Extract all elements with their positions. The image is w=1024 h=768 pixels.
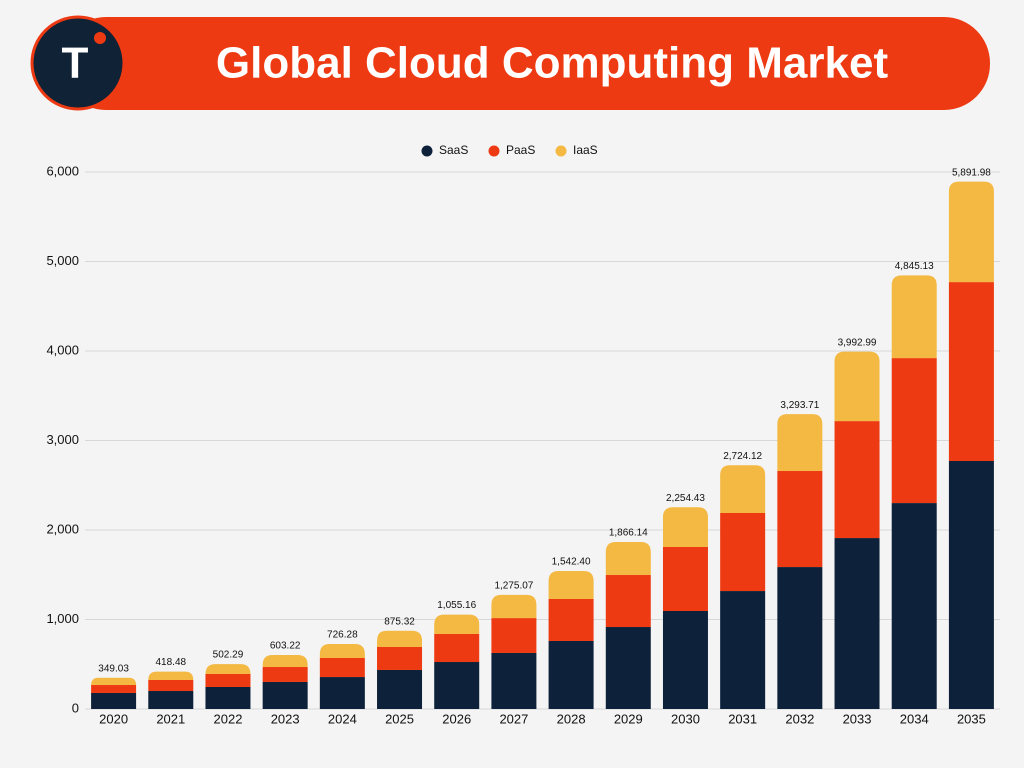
x-tick-label: 2028 — [557, 711, 586, 726]
bar-segment — [948, 181, 994, 283]
x-tick-label: 2029 — [614, 711, 643, 726]
total-label: 2,724.12 — [723, 451, 762, 462]
total-label: 875.32 — [384, 616, 415, 627]
bar-segment — [148, 680, 194, 692]
bar-segment — [948, 460, 994, 709]
bar-segment — [262, 655, 308, 668]
y-tick-label: 3,000 — [46, 432, 79, 447]
total-label: 4,845.13 — [895, 261, 934, 272]
legend-label: IaaS — [573, 143, 598, 157]
x-tick-label: 2022 — [214, 711, 243, 726]
bar-segment — [148, 691, 194, 709]
bar-segment — [548, 640, 594, 709]
logo-dot — [94, 32, 106, 44]
total-label: 726.28 — [327, 630, 358, 641]
legend-label: SaaS — [439, 143, 468, 157]
x-tick-label: 2033 — [843, 711, 872, 726]
total-label: 3,293.71 — [780, 400, 819, 411]
legend-swatch — [555, 145, 567, 157]
logo-text: T — [62, 39, 89, 88]
bar-segment — [262, 681, 308, 709]
x-tick-label: 2020 — [99, 711, 128, 726]
legend-label: PaaS — [506, 143, 535, 157]
bar-segment — [605, 627, 651, 709]
y-tick-label: 1,000 — [46, 611, 79, 626]
total-label: 2,254.43 — [666, 493, 705, 504]
total-label: 1,275.07 — [494, 581, 533, 592]
y-tick-label: 2,000 — [46, 521, 79, 536]
bar-segment — [377, 646, 423, 670]
bar-segment — [548, 570, 594, 600]
bar-segment — [434, 614, 480, 634]
bar-segment — [720, 591, 766, 709]
total-label: 3,992.99 — [838, 337, 877, 348]
bar-segment — [491, 594, 537, 619]
bar-segment — [662, 507, 708, 548]
header-bar — [60, 17, 990, 110]
x-tick-label: 2023 — [271, 711, 300, 726]
bar-segment — [319, 657, 365, 678]
bar-segment — [605, 575, 651, 628]
total-label: 603.22 — [270, 641, 301, 652]
bar-segment — [377, 630, 423, 647]
bar-segment — [205, 674, 251, 687]
chart-title: Global Cloud Computing Market — [216, 39, 889, 88]
total-label: 1,542.40 — [552, 557, 591, 568]
bar-segment — [91, 685, 137, 693]
bar-segment — [891, 358, 937, 504]
legend-swatch — [421, 145, 433, 157]
bar-segment — [891, 503, 937, 709]
x-tick-label: 2024 — [328, 711, 357, 726]
y-tick-label: 5,000 — [46, 253, 79, 268]
total-label: 502.29 — [213, 650, 244, 661]
bar-segment — [548, 599, 594, 641]
x-tick-label: 2032 — [785, 711, 814, 726]
bar-segment — [834, 421, 880, 539]
bar-segment — [148, 671, 194, 681]
bar-segment — [891, 275, 937, 359]
bar-segment — [777, 414, 823, 472]
bar-segment — [605, 541, 651, 576]
x-tick-label: 2035 — [957, 711, 986, 726]
bar-segment — [491, 652, 537, 709]
bar-segment — [491, 618, 537, 653]
total-label: 1,055.16 — [437, 600, 476, 611]
bar-segment — [777, 471, 823, 568]
bar-segment — [720, 465, 766, 513]
total-label: 1,866.14 — [609, 528, 648, 539]
bar-segment — [834, 538, 880, 709]
bar-segment — [91, 692, 137, 709]
y-tick-label: 6,000 — [46, 163, 79, 178]
total-label: 349.03 — [98, 663, 129, 674]
x-tick-label: 2027 — [499, 711, 528, 726]
bar-segment — [662, 547, 708, 611]
bar-segment — [319, 644, 365, 658]
bar-segment — [205, 664, 251, 675]
x-tick-label: 2021 — [156, 711, 185, 726]
bar-segment — [91, 677, 137, 686]
x-tick-label: 2031 — [728, 711, 757, 726]
bar-segment — [434, 662, 480, 709]
bar-segment — [777, 567, 823, 709]
bar-segment — [319, 677, 365, 709]
bar-segment — [720, 512, 766, 592]
bar-segment — [948, 282, 994, 461]
x-tick-label: 2034 — [900, 711, 929, 726]
bar-segment — [377, 669, 423, 709]
y-tick-label: 4,000 — [46, 342, 79, 357]
y-tick-label: 0 — [72, 700, 79, 715]
x-tick-label: 2025 — [385, 711, 414, 726]
bar-segment — [662, 610, 708, 709]
bar-segment — [434, 633, 480, 663]
bar-segment — [262, 667, 308, 682]
x-tick-label: 2026 — [442, 711, 471, 726]
total-label: 418.48 — [155, 657, 186, 668]
bar-segment — [205, 686, 251, 709]
x-tick-label: 2030 — [671, 711, 700, 726]
bar-segment — [834, 351, 880, 422]
legend-swatch — [488, 145, 500, 157]
total-label: 5,891.98 — [952, 167, 991, 178]
